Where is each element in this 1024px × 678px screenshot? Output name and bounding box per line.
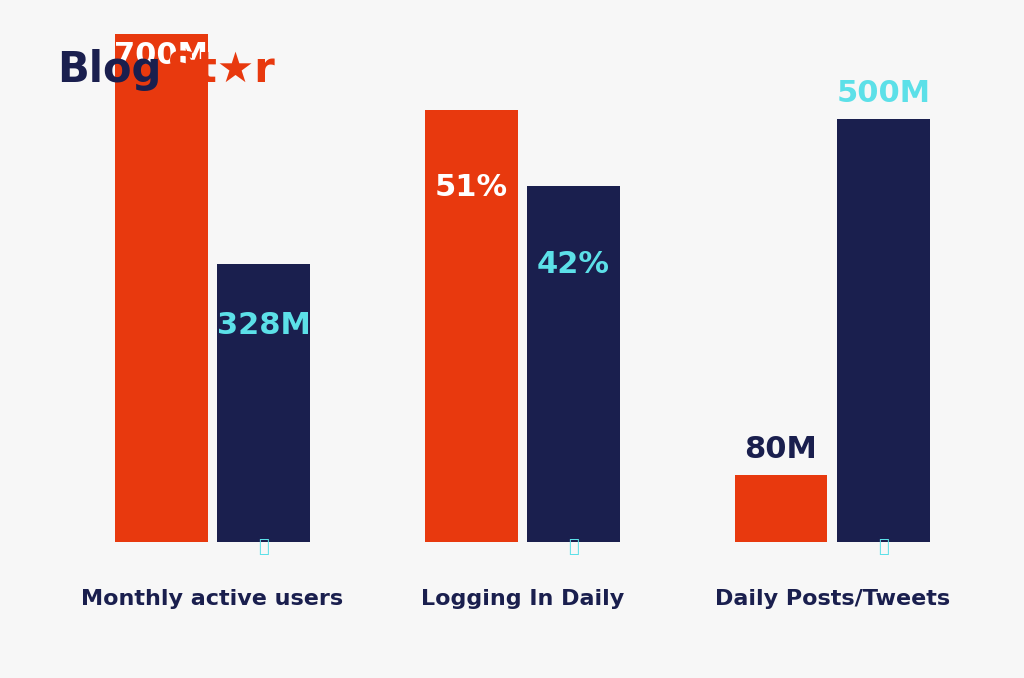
Bar: [734, 475, 827, 542]
Text: 700M: 700M: [115, 41, 208, 71]
Text: Monthly active users: Monthly active users: [81, 589, 343, 609]
Text: 51%: 51%: [434, 174, 508, 203]
Bar: [837, 119, 930, 542]
Text: 🐦: 🐦: [258, 538, 269, 555]
Text: Logging In Daily: Logging In Daily: [421, 589, 624, 609]
Text: 🐦: 🐦: [878, 538, 889, 555]
Bar: [527, 186, 620, 542]
Text: 80M: 80M: [744, 435, 817, 464]
Bar: [115, 0, 208, 542]
Text: 328M: 328M: [216, 311, 310, 340]
Bar: [217, 264, 310, 542]
Text: St★r: St★r: [167, 49, 275, 91]
Text: Daily Posts/Tweets: Daily Posts/Tweets: [715, 589, 949, 609]
Text: Blog: Blog: [57, 49, 162, 91]
Text: 42%: 42%: [537, 250, 610, 279]
Text: 🐦: 🐦: [568, 538, 579, 555]
Text: 500M: 500M: [837, 79, 931, 108]
Bar: [425, 110, 517, 542]
